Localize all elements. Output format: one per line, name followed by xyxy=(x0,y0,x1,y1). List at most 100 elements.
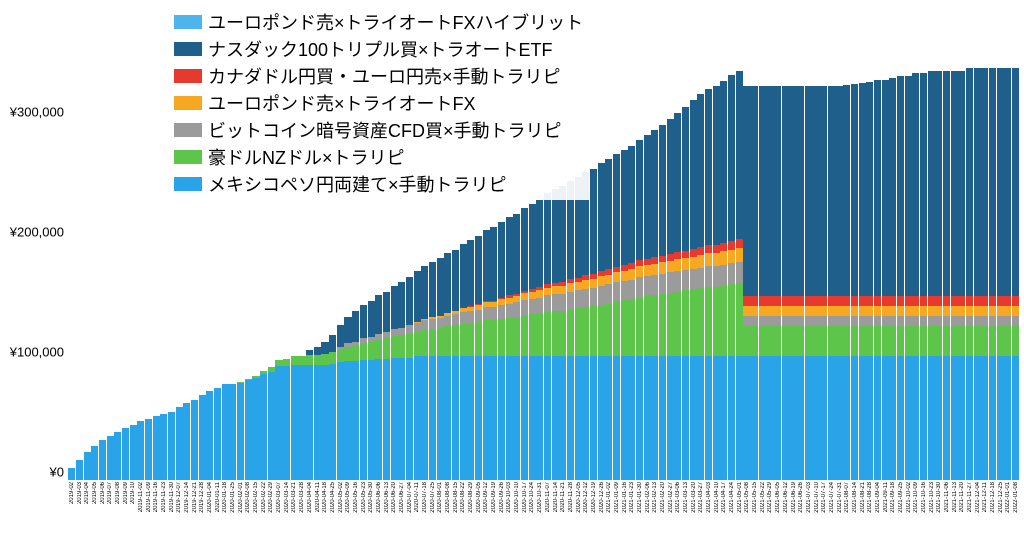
bar-segment xyxy=(1012,326,1019,356)
x-tick-label: 2020-02-08 xyxy=(245,482,251,513)
bar-segment xyxy=(774,296,781,306)
x-tick-label: 2021-07-17 xyxy=(821,482,827,513)
bar-segment xyxy=(866,296,873,306)
x-tick-label: 2021-11-27 xyxy=(967,482,973,512)
bar-segment xyxy=(582,307,589,356)
bar-segment xyxy=(467,356,474,480)
bar-segment xyxy=(805,316,812,327)
bar-column xyxy=(636,140,643,480)
bar-segment xyxy=(245,380,252,480)
legend-item: カナダドル円買・ユーロ円売×手動トラリピ xyxy=(174,63,583,89)
bar-segment xyxy=(559,356,566,480)
bar-segment xyxy=(429,319,436,329)
bar-column xyxy=(651,130,658,480)
bar-segment xyxy=(321,342,328,354)
bar-segment xyxy=(628,269,635,279)
bar-column xyxy=(866,82,873,480)
x-tick-label: 2020-08-15 xyxy=(453,482,459,513)
bar-segment xyxy=(659,274,666,294)
bar-segment xyxy=(567,283,574,291)
bar-segment xyxy=(391,286,398,329)
x-tick-label: 2021-05-08 xyxy=(744,482,750,513)
bar-segment xyxy=(697,255,704,268)
legend-swatch xyxy=(174,177,202,191)
bar-segment xyxy=(928,316,935,327)
bar-segment xyxy=(352,311,359,342)
bar-segment xyxy=(766,306,773,316)
bar-segment xyxy=(76,460,83,480)
bar-segment xyxy=(567,292,574,310)
bar-segment xyxy=(383,292,390,333)
legend-swatch xyxy=(174,15,202,29)
bar-segment xyxy=(176,407,183,480)
x-tick-label: 2019-11-23 xyxy=(161,482,167,512)
legend-item: ナスダック100トリプル買×トラオートETF xyxy=(174,36,583,62)
bar-segment xyxy=(774,326,781,356)
bar-segment xyxy=(621,356,628,480)
bar-column xyxy=(966,68,973,480)
bar-segment xyxy=(759,296,766,306)
bar-column xyxy=(467,240,474,480)
bar-column xyxy=(713,86,720,480)
bar-segment xyxy=(91,446,98,480)
bar-segment xyxy=(905,296,912,306)
bar-segment xyxy=(1004,326,1011,356)
bar-column xyxy=(444,253,451,480)
bar-segment xyxy=(575,308,582,356)
bar-column xyxy=(344,317,351,480)
x-tick-label: 2021-03-13 xyxy=(683,482,689,513)
bar-segment xyxy=(521,356,528,480)
bar-segment xyxy=(974,68,981,296)
bar-segment xyxy=(636,140,643,260)
bar-segment xyxy=(352,346,359,362)
bar-segment xyxy=(743,306,750,316)
bar-segment xyxy=(114,432,121,480)
bar-segment xyxy=(751,86,758,296)
bar-segment xyxy=(306,355,313,365)
bar-segment xyxy=(536,290,543,297)
bar-column xyxy=(483,230,490,480)
bar-segment xyxy=(613,356,620,480)
bar-segment xyxy=(68,468,75,480)
x-tick-label: 2021-08-14 xyxy=(852,482,858,513)
bar-segment xyxy=(544,312,551,356)
bar-segment xyxy=(467,323,474,357)
bar-segment xyxy=(920,316,927,327)
bar-segment xyxy=(460,244,467,308)
bar-segment xyxy=(375,359,382,480)
bar-segment xyxy=(851,84,858,296)
x-tick-label: 2020-05-23 xyxy=(361,482,367,513)
bar-segment xyxy=(705,253,712,266)
bar-segment xyxy=(882,306,889,316)
bar-segment xyxy=(598,356,605,480)
bar-segment xyxy=(690,356,697,480)
chart-plot-area: ユーロポンド売×トライオートFXハイブリットナスダック100トリプル買×トラオー… xyxy=(68,0,1020,480)
bar-segment xyxy=(828,326,835,356)
bar-segment xyxy=(820,326,827,356)
bar-segment xyxy=(429,356,436,480)
x-tick-label: 2020-10-10 xyxy=(514,482,520,513)
bar-column xyxy=(874,80,881,480)
bar-segment xyxy=(874,356,881,480)
bar-segment xyxy=(759,356,766,480)
bar-segment xyxy=(437,328,444,357)
bar-segment xyxy=(452,356,459,480)
bar-segment xyxy=(590,356,597,480)
bar-segment xyxy=(99,440,106,480)
bar-column xyxy=(107,436,114,480)
bar-column xyxy=(337,325,344,480)
bar-segment xyxy=(989,356,996,480)
bar-column xyxy=(475,236,482,480)
bar-segment xyxy=(651,257,658,264)
bar-segment xyxy=(889,296,896,306)
bar-segment xyxy=(828,296,835,306)
bar-segment xyxy=(713,253,720,266)
bar-column xyxy=(153,416,160,480)
bar-segment xyxy=(920,326,927,356)
bar-segment xyxy=(1004,356,1011,480)
x-tick-label: 2019-08 xyxy=(115,482,121,504)
bar-segment xyxy=(766,356,773,480)
bar-segment xyxy=(943,326,950,356)
bar-segment xyxy=(766,296,773,306)
bar-segment xyxy=(805,356,812,480)
